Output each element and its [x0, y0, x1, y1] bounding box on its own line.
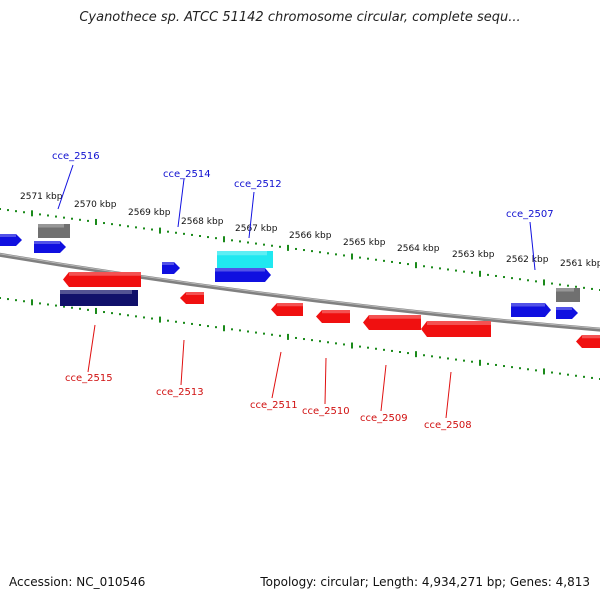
gene-bevel — [277, 303, 303, 307]
ruler-label: 2561 kbp — [560, 259, 600, 269]
ruler-label: 2567 kbp — [235, 224, 278, 234]
ruler-label: 2564 kbp — [397, 244, 440, 254]
gene-label-cce-2511[interactable]: cce_2511 — [250, 400, 298, 411]
leader-line — [445, 371, 452, 419]
gene-reverse[interactable] — [576, 335, 600, 348]
gene-bevel — [369, 315, 421, 319]
gene-bevel — [69, 272, 141, 276]
gene-reverse[interactable] — [180, 292, 204, 304]
accession-label: Accession: NC_010546 — [9, 575, 146, 589]
gene-bevel — [582, 335, 600, 339]
gene-label-cce-2513[interactable]: cce_2513 — [156, 387, 204, 398]
gene-pseudo[interactable] — [38, 224, 70, 238]
gene-bevel — [556, 307, 572, 310]
ruler-label: 2563 kbp — [452, 250, 495, 260]
gene-reverse[interactable] — [271, 303, 303, 316]
map-title: Cyanothece sp. ATCC 51142 chromosome cir… — [79, 10, 521, 25]
gene-labels[interactable]: cce_2516 cce_2514 cce_2512 cce_2507 cce_2515… — [52, 151, 554, 431]
gene-label-cce-2512[interactable]: cce_2512 — [234, 179, 282, 190]
gene-label-cce-2516[interactable]: cce_2516 — [52, 151, 100, 162]
gene-forward[interactable] — [556, 307, 578, 319]
leader-line — [177, 178, 185, 228]
gene-bevel — [186, 292, 204, 295]
leader-line — [57, 164, 74, 210]
ruler-label: 2569 kbp — [128, 208, 171, 218]
chromosome-backbone-highlight — [0, 253, 600, 330]
genes-layer[interactable] — [0, 224, 600, 348]
gene-label-cce-2515[interactable]: cce_2515 — [65, 373, 113, 384]
gene-label-cce-2514[interactable]: cce_2514 — [163, 169, 211, 180]
ruler-label: 2571 kbp — [20, 192, 63, 202]
leader-line — [87, 324, 96, 373]
gene-bevel — [215, 268, 265, 272]
leader-line — [271, 351, 282, 399]
leader-line — [324, 357, 327, 405]
gene-bevel — [60, 290, 132, 294]
ruler-label: 2565 kbp — [343, 238, 386, 248]
gene-forward[interactable] — [511, 303, 551, 317]
chromosome-backbone — [0, 252, 600, 332]
gene-label-cce-2508[interactable]: cce_2508 — [424, 420, 472, 431]
gene-bevel — [38, 224, 64, 228]
topology-summary: Topology: circular; Length: 4,934,271 bp… — [260, 575, 590, 589]
ruler-label: 2562 kbp — [506, 255, 549, 265]
gene-bevel — [34, 241, 60, 244]
gene-reverse[interactable] — [421, 321, 491, 337]
gene-dark[interactable] — [60, 290, 138, 306]
gene-forward[interactable] — [0, 234, 22, 246]
gene-bevel — [0, 234, 16, 237]
gene-reverse[interactable] — [363, 315, 421, 330]
gene-bevel — [427, 321, 491, 325]
gene-bevel — [556, 288, 574, 292]
ruler-labels: 2571 kbp 2570 kbp 2569 kbp 2568 kbp 2567 kbp… — [20, 192, 600, 269]
gene-reverse[interactable] — [63, 272, 141, 287]
ruler-ticks-inner — [0, 297, 600, 380]
leader-line — [248, 191, 255, 239]
gene-forward[interactable] — [215, 268, 271, 282]
gene-reverse[interactable] — [316, 310, 350, 323]
gene-label-cce-2509[interactable]: cce_2509 — [360, 413, 408, 424]
ruler-ticks-outer — [0, 208, 600, 291]
gene-forward[interactable] — [162, 262, 180, 274]
label-leader-lines — [57, 164, 536, 419]
ruler-label: 2566 kbp — [289, 231, 332, 241]
leader-line — [380, 364, 387, 412]
ruler-label: 2570 kbp — [74, 200, 117, 210]
gene-bevel — [322, 310, 350, 314]
gene-label-cce-2510[interactable]: cce_2510 — [302, 406, 350, 417]
gene-label-cce-2507[interactable]: cce_2507 — [506, 209, 554, 220]
gene-bevel — [511, 303, 545, 307]
gene-forward[interactable] — [34, 241, 66, 253]
gene-highlighted[interactable] — [217, 251, 273, 268]
ruler-label: 2568 kbp — [181, 217, 224, 227]
leader-line — [529, 221, 536, 271]
gene-pseudo[interactable] — [556, 288, 580, 302]
gene-bevel — [217, 251, 267, 256]
leader-line — [180, 339, 185, 386]
gene-bevel — [162, 262, 174, 265]
